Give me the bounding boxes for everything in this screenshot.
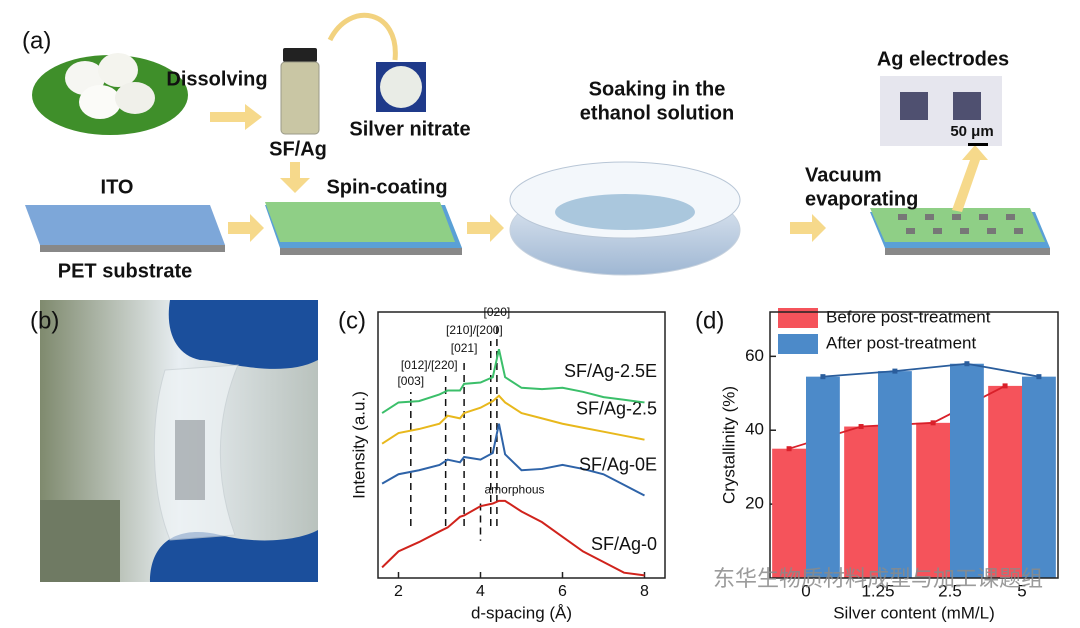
x-tick-label: 8 <box>640 583 649 600</box>
step-label: Soaking in the <box>589 78 726 100</box>
panel-label: (a) <box>22 27 51 54</box>
x-tick-label: 4 <box>476 583 485 600</box>
scale-bar-label: 50 μm <box>950 123 993 140</box>
step-label: evaporating <box>805 188 918 210</box>
x-axis-label: Silver content (mM/L) <box>833 603 995 622</box>
plot-frame <box>377 311 666 579</box>
marker <box>964 361 970 367</box>
bar <box>878 371 912 578</box>
legend-swatch <box>778 334 818 354</box>
marker <box>930 420 936 426</box>
bar <box>806 376 840 578</box>
marker <box>820 374 826 380</box>
marker <box>1036 374 1042 380</box>
panel-label: (b) <box>30 307 59 334</box>
peak-label: [210]/[200] <box>446 323 503 337</box>
x-tick-label: 1.25 <box>861 581 894 600</box>
legend-label: After post-treatment <box>826 333 977 352</box>
bar <box>988 385 1022 578</box>
step-label: ethanol solution <box>580 102 734 124</box>
series-line <box>381 423 645 497</box>
marker <box>858 424 864 430</box>
charts: (c) 2 4 6 8 d-spacing (Å) Intensity (a.u.) [003… <box>338 305 1059 622</box>
plot-frame <box>769 311 1059 579</box>
step-label: Silver nitrate <box>349 118 470 140</box>
layer-label: ITO <box>101 176 134 198</box>
step-label: Dissolving <box>166 68 267 90</box>
bar <box>844 426 878 578</box>
series-line <box>381 349 645 414</box>
y-tick-label: 60 <box>745 346 764 365</box>
peak-label: [021] <box>451 341 478 355</box>
y-tick-label: 20 <box>745 494 764 513</box>
trend-line <box>822 362 1040 378</box>
marker <box>786 446 792 452</box>
amorphous-label: amorphous <box>485 482 545 496</box>
bar <box>916 422 950 578</box>
series-label: SF/Ag-2.5 <box>576 398 657 418</box>
marker <box>1002 383 1008 389</box>
peak-label: [020] <box>484 305 511 319</box>
bar <box>1022 376 1056 578</box>
y-axis-label: Intensity (a.u.) <box>349 391 368 499</box>
y-axis-label: Crystallinity (%) <box>719 386 738 504</box>
x-tick-label: 6 <box>558 583 567 600</box>
peak-label: [012]/[220] <box>401 358 458 372</box>
bar <box>772 448 806 578</box>
panel-label: (c) <box>338 307 366 334</box>
step-label: Vacuum <box>805 164 882 186</box>
series-line <box>381 499 645 577</box>
legend-swatch <box>778 308 818 328</box>
step-label: SF/Ag <box>269 138 327 160</box>
legend-label: Before post-treatment <box>826 307 991 326</box>
series-line <box>381 394 645 445</box>
panel-b-photo <box>40 300 318 582</box>
x-tick-label: 2 <box>394 583 403 600</box>
panel-label: (d) <box>695 307 724 334</box>
watermark: 东华生物质材料成型与加工课题组 <box>713 566 1043 591</box>
peak-label: [003] <box>397 374 424 388</box>
layer-label: PET substrate <box>58 260 192 282</box>
marker <box>892 368 898 374</box>
x-tick-label: 5 <box>1017 581 1026 600</box>
x-tick-label: 0 <box>801 581 810 600</box>
series-label: SF/Ag-0 <box>591 534 657 554</box>
x-axis-label: d-spacing (Å) <box>471 603 572 622</box>
panel-a-art <box>25 12 1050 276</box>
step-label: Spin-coating <box>326 176 447 198</box>
bar <box>950 363 984 578</box>
x-tick-label: 2.5 <box>938 581 962 600</box>
series-label: SF/Ag-0E <box>579 454 657 474</box>
series-label: SF/Ag-2.5E <box>564 361 657 381</box>
y-tick-label: 40 <box>745 420 764 439</box>
inset-title: Ag electrodes <box>877 48 1009 70</box>
